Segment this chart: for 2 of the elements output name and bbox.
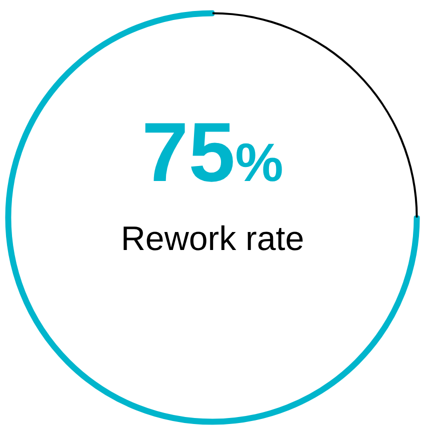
data-label: 75% <box>142 105 284 199</box>
slice-label: Rework rate <box>120 220 304 258</box>
